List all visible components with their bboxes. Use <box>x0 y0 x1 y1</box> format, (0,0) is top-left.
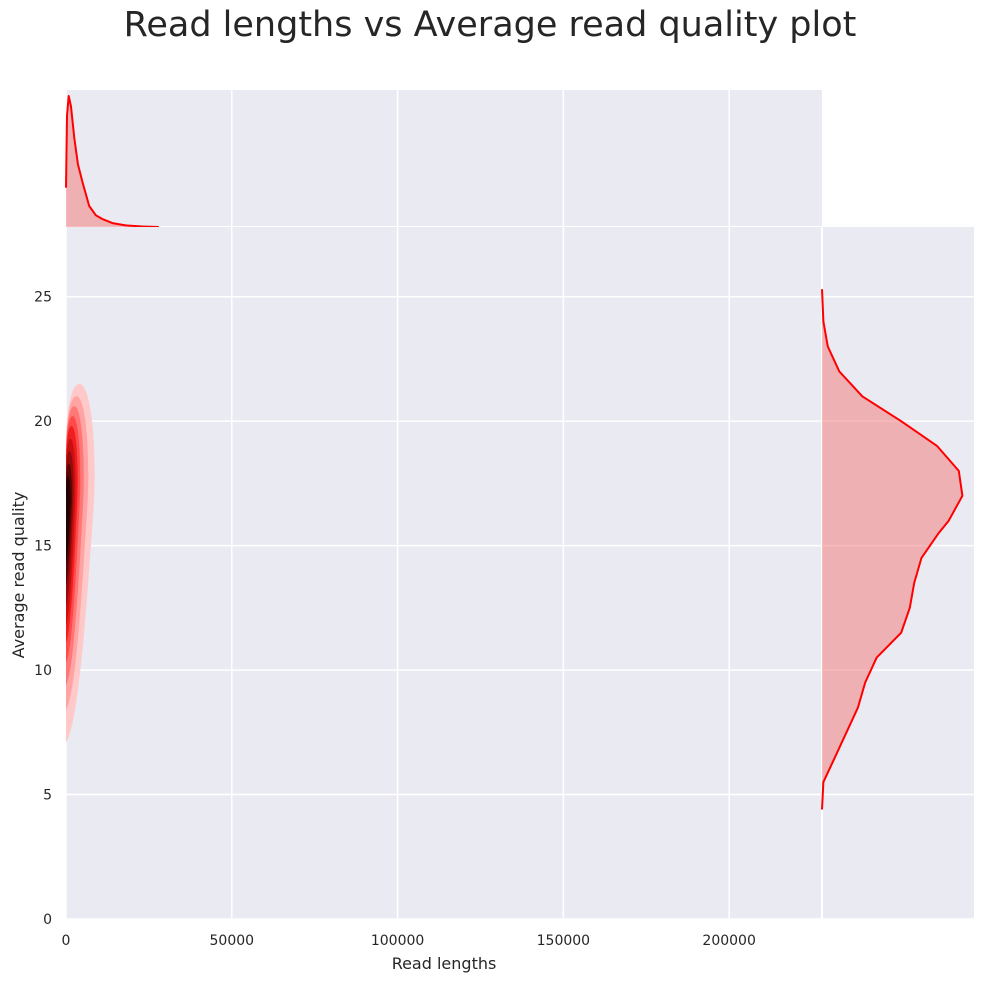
joint-grid <box>65 227 822 920</box>
x-tick-label: 50000 <box>210 933 255 949</box>
top-kde-area <box>66 96 159 227</box>
y-axis-ticks: 0 5 10 15 20 25 <box>34 290 52 928</box>
joint-kde-contours <box>66 383 95 743</box>
top-marginal-panel <box>65 90 822 228</box>
y-axis-label: Average read quality <box>9 492 28 659</box>
y-tick-label: 25 <box>34 290 52 306</box>
y-tick-label: 10 <box>34 663 52 679</box>
y-tick-label: 20 <box>34 414 52 430</box>
x-tick-label: 200000 <box>702 933 755 949</box>
right-kde-line <box>821 289 964 810</box>
joint-panel <box>65 227 822 920</box>
x-tick-label: 0 <box>62 933 71 949</box>
top-marginal-kde <box>65 95 159 228</box>
top-kde-line <box>65 95 159 228</box>
y-tick-label: 0 <box>43 912 52 928</box>
x-axis-label: Read lengths <box>392 954 497 973</box>
right-marginal-kde <box>821 289 964 810</box>
right-kde-area <box>822 289 963 810</box>
joint-kde-level <box>66 475 71 564</box>
chart-title: Read lengths vs Average read quality plo… <box>124 5 857 45</box>
x-axis-ticks: 0 50000 100000 150000 200000 <box>62 933 756 949</box>
top-marginal-background <box>66 90 822 227</box>
right-marginal-panel <box>821 227 974 920</box>
x-tick-label: 100000 <box>371 933 424 949</box>
y-tick-label: 15 <box>34 539 52 555</box>
joint-background <box>66 227 822 919</box>
y-tick-label: 5 <box>43 788 52 804</box>
x-tick-label: 150000 <box>537 933 590 949</box>
